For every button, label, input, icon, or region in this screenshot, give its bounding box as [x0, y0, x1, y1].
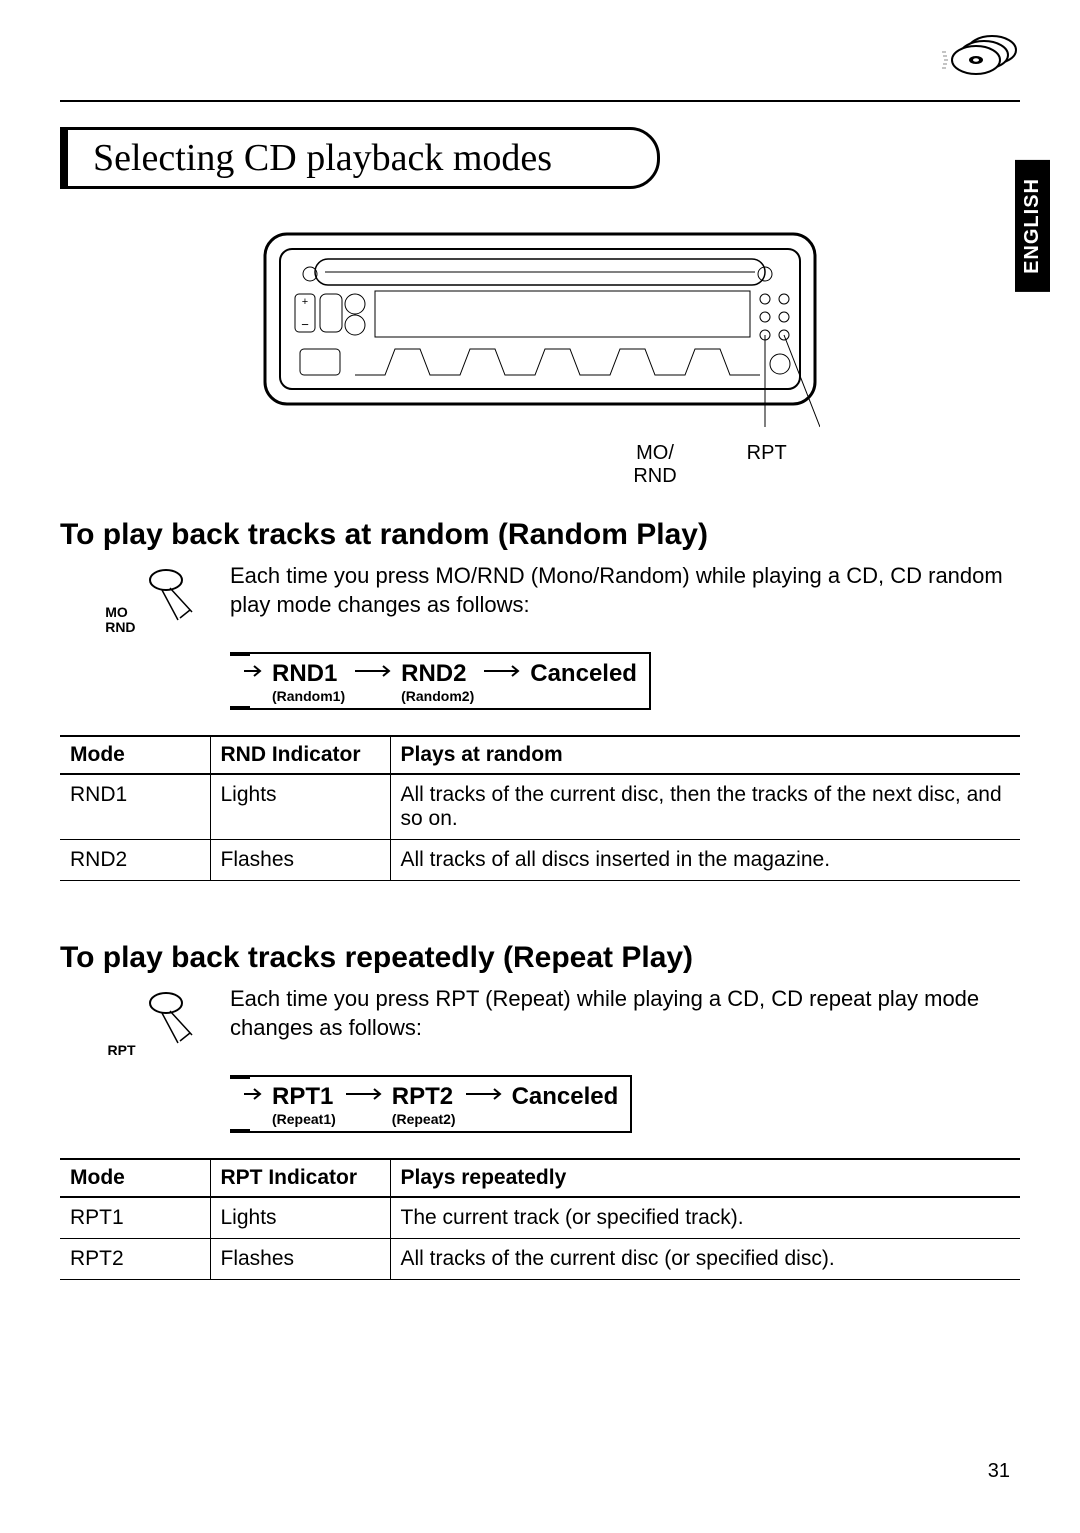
th-mode: Mode — [60, 736, 210, 774]
cell: RPT2 — [60, 1239, 210, 1280]
table-row: RPT1 Lights The current track (or specif… — [60, 1197, 1020, 1239]
cycle-rnd1-sub: (Random1) — [272, 688, 345, 704]
cycle-rpt2-sub: (Repeat2) — [392, 1111, 456, 1127]
callout-rpt: RPT — [747, 442, 787, 488]
cycle-rpt2: RPT2 — [392, 1083, 453, 1110]
repeat-play-heading: To play back tracks repeatedly (Repeat P… — [60, 941, 1020, 975]
svg-text:+: + — [302, 296, 308, 308]
callout-mo-rnd: MO/ RND — [633, 442, 676, 488]
cell: Lights — [210, 774, 390, 840]
language-tab: ENGLISH — [1015, 160, 1050, 292]
button-press-icon — [140, 562, 210, 632]
random-cycle-diagram: RND1(Random1) RND2(Random2) Canceled — [230, 652, 651, 710]
cycle-canceled: Canceled — [530, 660, 637, 688]
repeat-mode-table: Mode RPT Indicator Plays repeatedly RPT1… — [60, 1158, 1020, 1280]
cycle-rnd1: RND1 — [272, 660, 337, 687]
page-title: Selecting CD playback modes — [83, 136, 637, 180]
cell: RPT1 — [60, 1197, 210, 1239]
repeat-play-paragraph: Each time you press RPT (Repeat) while p… — [230, 985, 1020, 1060]
table-row: RND1 Lights All tracks of the current di… — [60, 774, 1020, 840]
cycle-rpt1-sub: (Repeat1) — [272, 1111, 336, 1127]
cycle-rnd2: RND2 — [401, 660, 466, 687]
rpt-button-label: RPT — [108, 1043, 136, 1058]
table-row: RPT2 Flashes All tracks of the current d… — [60, 1239, 1020, 1280]
cell: All tracks of all discs inserted in the … — [390, 840, 1020, 881]
section-title-bar: Selecting CD playback modes — [60, 127, 660, 189]
th-mode: Mode — [60, 1159, 210, 1197]
cell: All tracks of the current disc, then the… — [390, 774, 1020, 840]
cell: All tracks of the current disc (or speci… — [390, 1239, 1020, 1280]
header-rule — [60, 100, 1020, 102]
cell: Flashes — [210, 840, 390, 881]
table-row: RND2 Flashes All tracks of all discs ins… — [60, 840, 1020, 881]
svg-text:−: − — [301, 317, 309, 332]
cell: RND1 — [60, 774, 210, 840]
page-number: 31 — [988, 1460, 1010, 1483]
mo-rnd-button-label: MO RND — [105, 605, 135, 636]
cycle-canceled: Canceled — [512, 1083, 619, 1111]
th-indicator: RPT Indicator — [210, 1159, 390, 1197]
cd-stack-icon — [940, 30, 1020, 90]
cell: Lights — [210, 1197, 390, 1239]
th-plays: Plays repeatedly — [390, 1159, 1020, 1197]
random-play-heading: To play back tracks at random (Random Pl… — [60, 518, 1020, 552]
random-play-paragraph: Each time you press MO/RND (Mono/Random)… — [230, 562, 1020, 637]
cell: RND2 — [60, 840, 210, 881]
cycle-rnd2-sub: (Random2) — [401, 688, 474, 704]
th-indicator: RND Indicator — [210, 736, 390, 774]
cell: The current track (or specified track). — [390, 1197, 1020, 1239]
th-plays: Plays at random — [390, 736, 1020, 774]
random-mode-table: Mode RND Indicator Plays at random RND1 … — [60, 735, 1020, 881]
cell: Flashes — [210, 1239, 390, 1280]
cycle-rpt1: RPT1 — [272, 1083, 333, 1110]
repeat-cycle-diagram: RPT1(Repeat1) RPT2(Repeat2) Canceled — [230, 1075, 632, 1133]
device-illustration: + − MO/ RND RPT — [60, 229, 1020, 488]
button-press-icon — [140, 985, 210, 1055]
